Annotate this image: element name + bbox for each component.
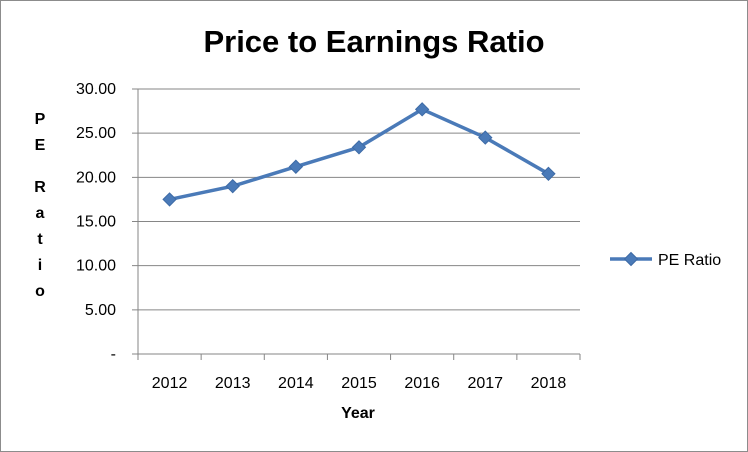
x-axis-label: Year	[341, 405, 375, 422]
data-point-marker	[414, 102, 430, 117]
data-point-marker	[541, 166, 556, 182]
y-tick-label: 20.00	[76, 169, 116, 186]
x-tick-label: 2013	[215, 375, 251, 392]
legend-swatch-marker	[623, 251, 639, 267]
y-tick-label: 30.00	[76, 81, 116, 98]
y-tick-label: 5.00	[85, 302, 116, 319]
data-point-marker	[288, 159, 304, 174]
y-axis-label: PE Ratio	[34, 111, 46, 300]
x-tick-label: 2017	[467, 375, 503, 392]
x-tick-label: 2014	[278, 375, 314, 392]
y-tick-label: 10.00	[76, 258, 116, 275]
data-point-marker	[225, 178, 240, 194]
y-tick-label: 15.00	[76, 214, 116, 231]
chart-title: Price to Earnings Ratio	[203, 24, 544, 59]
x-tick-label: 2012	[152, 375, 188, 392]
data-point-marker	[162, 192, 177, 207]
y-axis-label-char: R	[34, 179, 46, 196]
y-tick-label: -	[111, 346, 116, 363]
data-point-marker	[351, 140, 367, 155]
legend: PE Ratio	[610, 251, 721, 269]
y-axis-label-char: o	[35, 283, 45, 300]
y-axis-label-char: P	[35, 111, 46, 128]
data-point-marker	[478, 130, 493, 145]
y-axis-label-char: a	[36, 205, 45, 222]
y-axis-label-char: E	[35, 137, 46, 154]
legend-label: PE Ratio	[658, 252, 721, 269]
y-axis-label-char: i	[38, 257, 42, 274]
y-axis-label-char: t	[37, 231, 43, 248]
x-tick-label: 2018	[531, 375, 567, 392]
x-tick-label: 2016	[404, 375, 440, 392]
y-tick-label: 25.00	[76, 125, 116, 142]
x-tick-label: 2015	[341, 375, 377, 392]
